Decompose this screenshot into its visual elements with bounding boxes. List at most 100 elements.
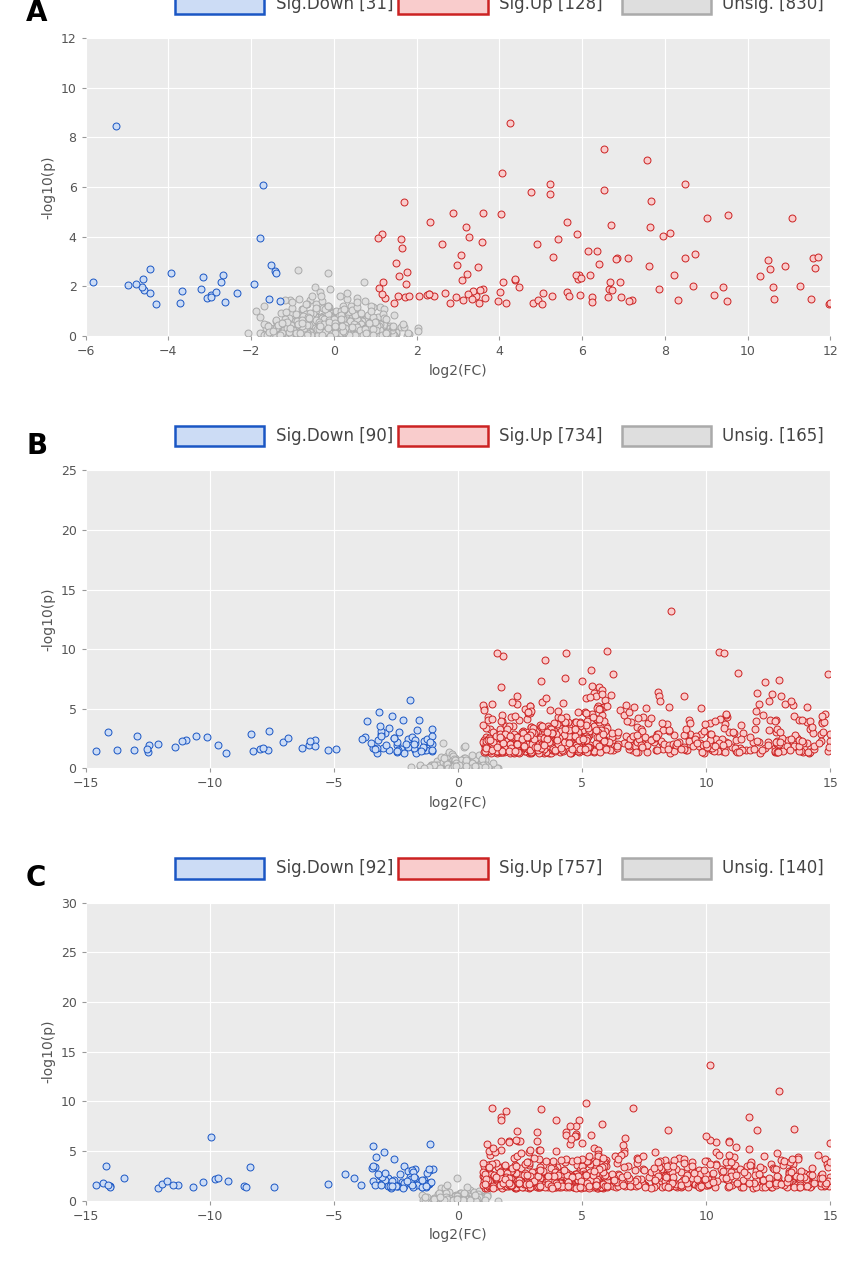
Point [535, 691, 549, 712]
Point [452, 1187, 466, 1207]
Point [324, 325, 338, 345]
Point [179, 729, 193, 750]
Point [329, 319, 342, 339]
Point [259, 317, 273, 337]
Point [296, 306, 310, 326]
Point [799, 1169, 812, 1189]
Point [481, 1155, 495, 1176]
Point [756, 705, 770, 726]
Point [355, 322, 369, 343]
Point [584, 265, 597, 286]
Point [713, 709, 727, 729]
Point [166, 1174, 180, 1194]
Point [476, 204, 490, 224]
Point [482, 741, 496, 761]
Point [649, 727, 663, 747]
Point [595, 1165, 609, 1186]
Point [615, 1173, 629, 1193]
Point [484, 1164, 498, 1184]
Point [479, 742, 492, 762]
Point [143, 283, 157, 303]
Point [525, 717, 538, 737]
Point [579, 741, 592, 761]
Point [446, 756, 460, 776]
Point [486, 1178, 500, 1198]
Point [661, 738, 675, 758]
Point [629, 1176, 643, 1196]
Point [340, 313, 354, 334]
Point [572, 736, 586, 756]
Point [657, 226, 670, 246]
Point [171, 1174, 185, 1194]
Point [551, 1177, 565, 1197]
Point [99, 1157, 113, 1177]
Point [452, 752, 466, 772]
Point [297, 324, 311, 344]
Point [513, 1173, 526, 1193]
Point [664, 600, 678, 621]
Point [537, 734, 550, 755]
Point [334, 315, 348, 335]
Point [744, 1153, 758, 1173]
Point [381, 321, 395, 341]
Point [445, 757, 459, 777]
Point [298, 322, 312, 343]
Point [568, 1177, 581, 1197]
Point [312, 311, 326, 331]
Point [669, 1174, 683, 1194]
Point [346, 317, 360, 337]
Point [534, 717, 548, 737]
Point [332, 324, 346, 344]
Point [322, 316, 336, 336]
Point [324, 321, 337, 341]
Point [352, 324, 366, 344]
Point [436, 1184, 449, 1205]
Point [679, 719, 693, 739]
Point [345, 317, 359, 337]
Point [786, 695, 800, 715]
Point [495, 741, 508, 761]
Point [339, 319, 353, 339]
Point [342, 319, 356, 339]
Point [590, 709, 603, 729]
Point [208, 1169, 222, 1189]
Point [569, 1169, 583, 1189]
Point [169, 737, 182, 757]
Point [475, 752, 489, 772]
Point [742, 1139, 756, 1159]
Point [453, 758, 467, 779]
Point [538, 738, 552, 758]
Point [481, 731, 495, 751]
Point [346, 324, 360, 344]
Point [495, 728, 508, 748]
Point [645, 1178, 658, 1198]
Point [323, 319, 336, 339]
Point [501, 1176, 514, 1196]
Point [385, 320, 399, 340]
Point [512, 1173, 526, 1193]
Point [597, 710, 611, 731]
Point [341, 315, 354, 335]
Point [276, 319, 290, 339]
Point [427, 286, 441, 306]
Point [722, 1130, 736, 1150]
Point [284, 315, 298, 335]
Point [340, 317, 354, 337]
Point [544, 743, 558, 763]
Point [315, 312, 329, 332]
Point [253, 228, 267, 248]
Point [427, 755, 441, 775]
Point [366, 321, 379, 341]
Point [204, 284, 217, 305]
Point [263, 720, 276, 741]
Point [333, 313, 347, 334]
Point [360, 310, 373, 330]
Point [721, 733, 734, 753]
Point [269, 311, 282, 331]
Point [300, 321, 314, 341]
Point [794, 710, 808, 731]
Point [667, 1157, 681, 1177]
Point [316, 316, 330, 336]
Point [515, 1177, 529, 1197]
Point [538, 742, 551, 762]
